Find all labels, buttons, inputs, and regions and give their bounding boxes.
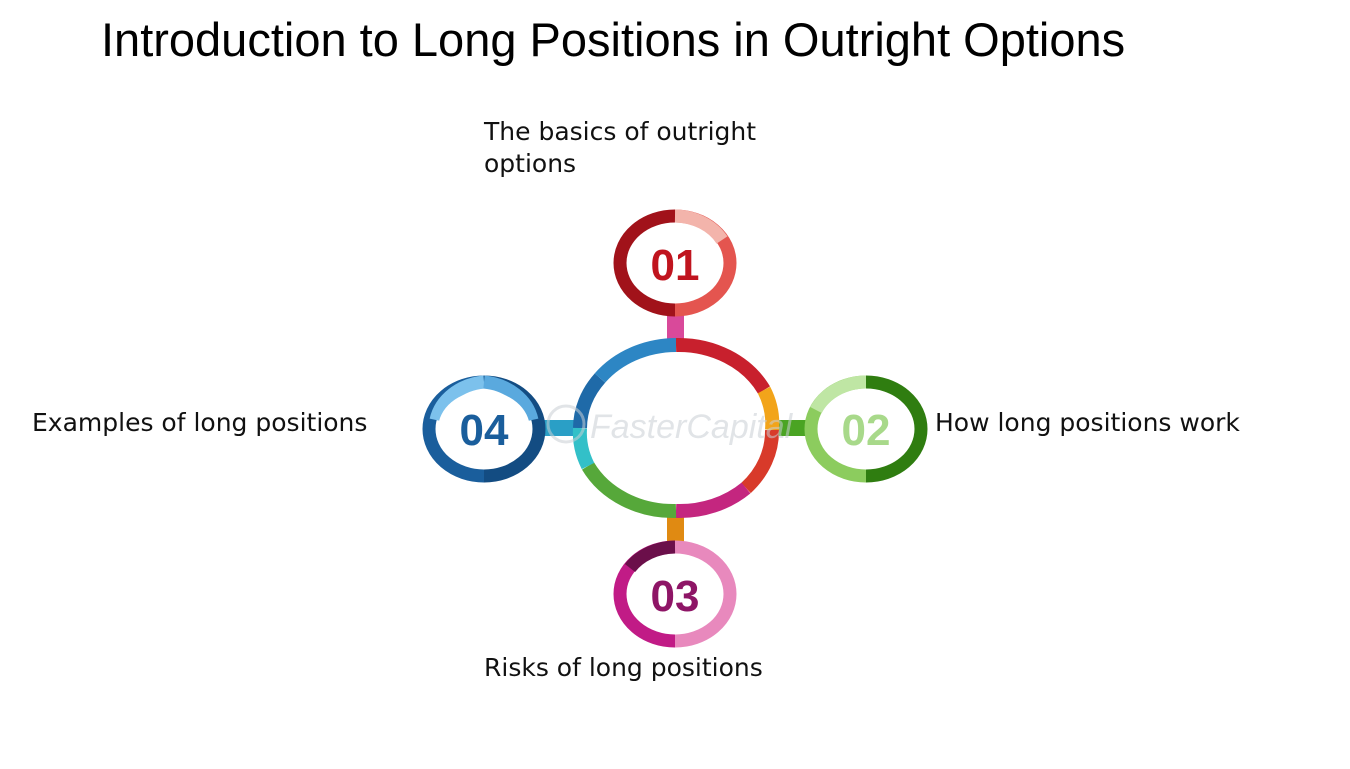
- watermark-text: FasterCapital: [590, 408, 794, 446]
- node-01-ring-highlight: [674, 209, 728, 244]
- connector-top: [667, 313, 684, 345]
- ring-arc-blue: [594, 338, 677, 383]
- node-04-center: [438, 391, 530, 467]
- ring-arc-red: [675, 337, 771, 394]
- node-04-ring-highlight: [429, 375, 485, 422]
- diagram-title: Introduction to Long Positions in Outrig…: [101, 13, 1126, 66]
- node-03-ring-right: [674, 540, 737, 648]
- gear-icon: [546, 404, 586, 444]
- connector-bottom: [667, 513, 684, 545]
- watermark: FasterCapital: [546, 404, 794, 446]
- node-03: 03: [613, 540, 737, 648]
- ring-arc-magenta: [675, 482, 751, 519]
- node-03-ring-highlight: [624, 540, 676, 573]
- node-02-number: 02: [842, 406, 891, 455]
- item-3-label: Risks of long positions: [484, 653, 763, 682]
- connector-right: [774, 420, 812, 436]
- ring-arc-blue-dark: [573, 373, 606, 429]
- node-03-number: 03: [651, 572, 700, 621]
- item-4-label: Examples of long positions: [32, 408, 368, 437]
- node-02-ring-highlight: [810, 375, 867, 414]
- ring-arc-yellow: [757, 386, 780, 431]
- item-1-label: The basics of outright options: [484, 117, 757, 178]
- item-2-label: How long positions work: [935, 408, 1240, 437]
- central-ring: [572, 337, 780, 519]
- node-01: 01: [613, 209, 737, 317]
- node-01-center: [629, 225, 721, 301]
- node-02: 02: [804, 375, 928, 483]
- ring-arc-teal: [572, 427, 595, 470]
- node-04-ring-highlight-right: [483, 375, 539, 422]
- ring-arc-orange: [741, 429, 780, 494]
- node-01-ring-left: [613, 209, 676, 317]
- node-04: 04: [422, 375, 546, 483]
- node-02-center: [820, 391, 912, 467]
- node-01-number: 01: [651, 241, 700, 290]
- node-02-ring-right: [865, 375, 928, 483]
- node-03-center: [629, 556, 721, 632]
- ring-arc-green: [581, 462, 677, 519]
- node-04-number: 04: [460, 406, 509, 455]
